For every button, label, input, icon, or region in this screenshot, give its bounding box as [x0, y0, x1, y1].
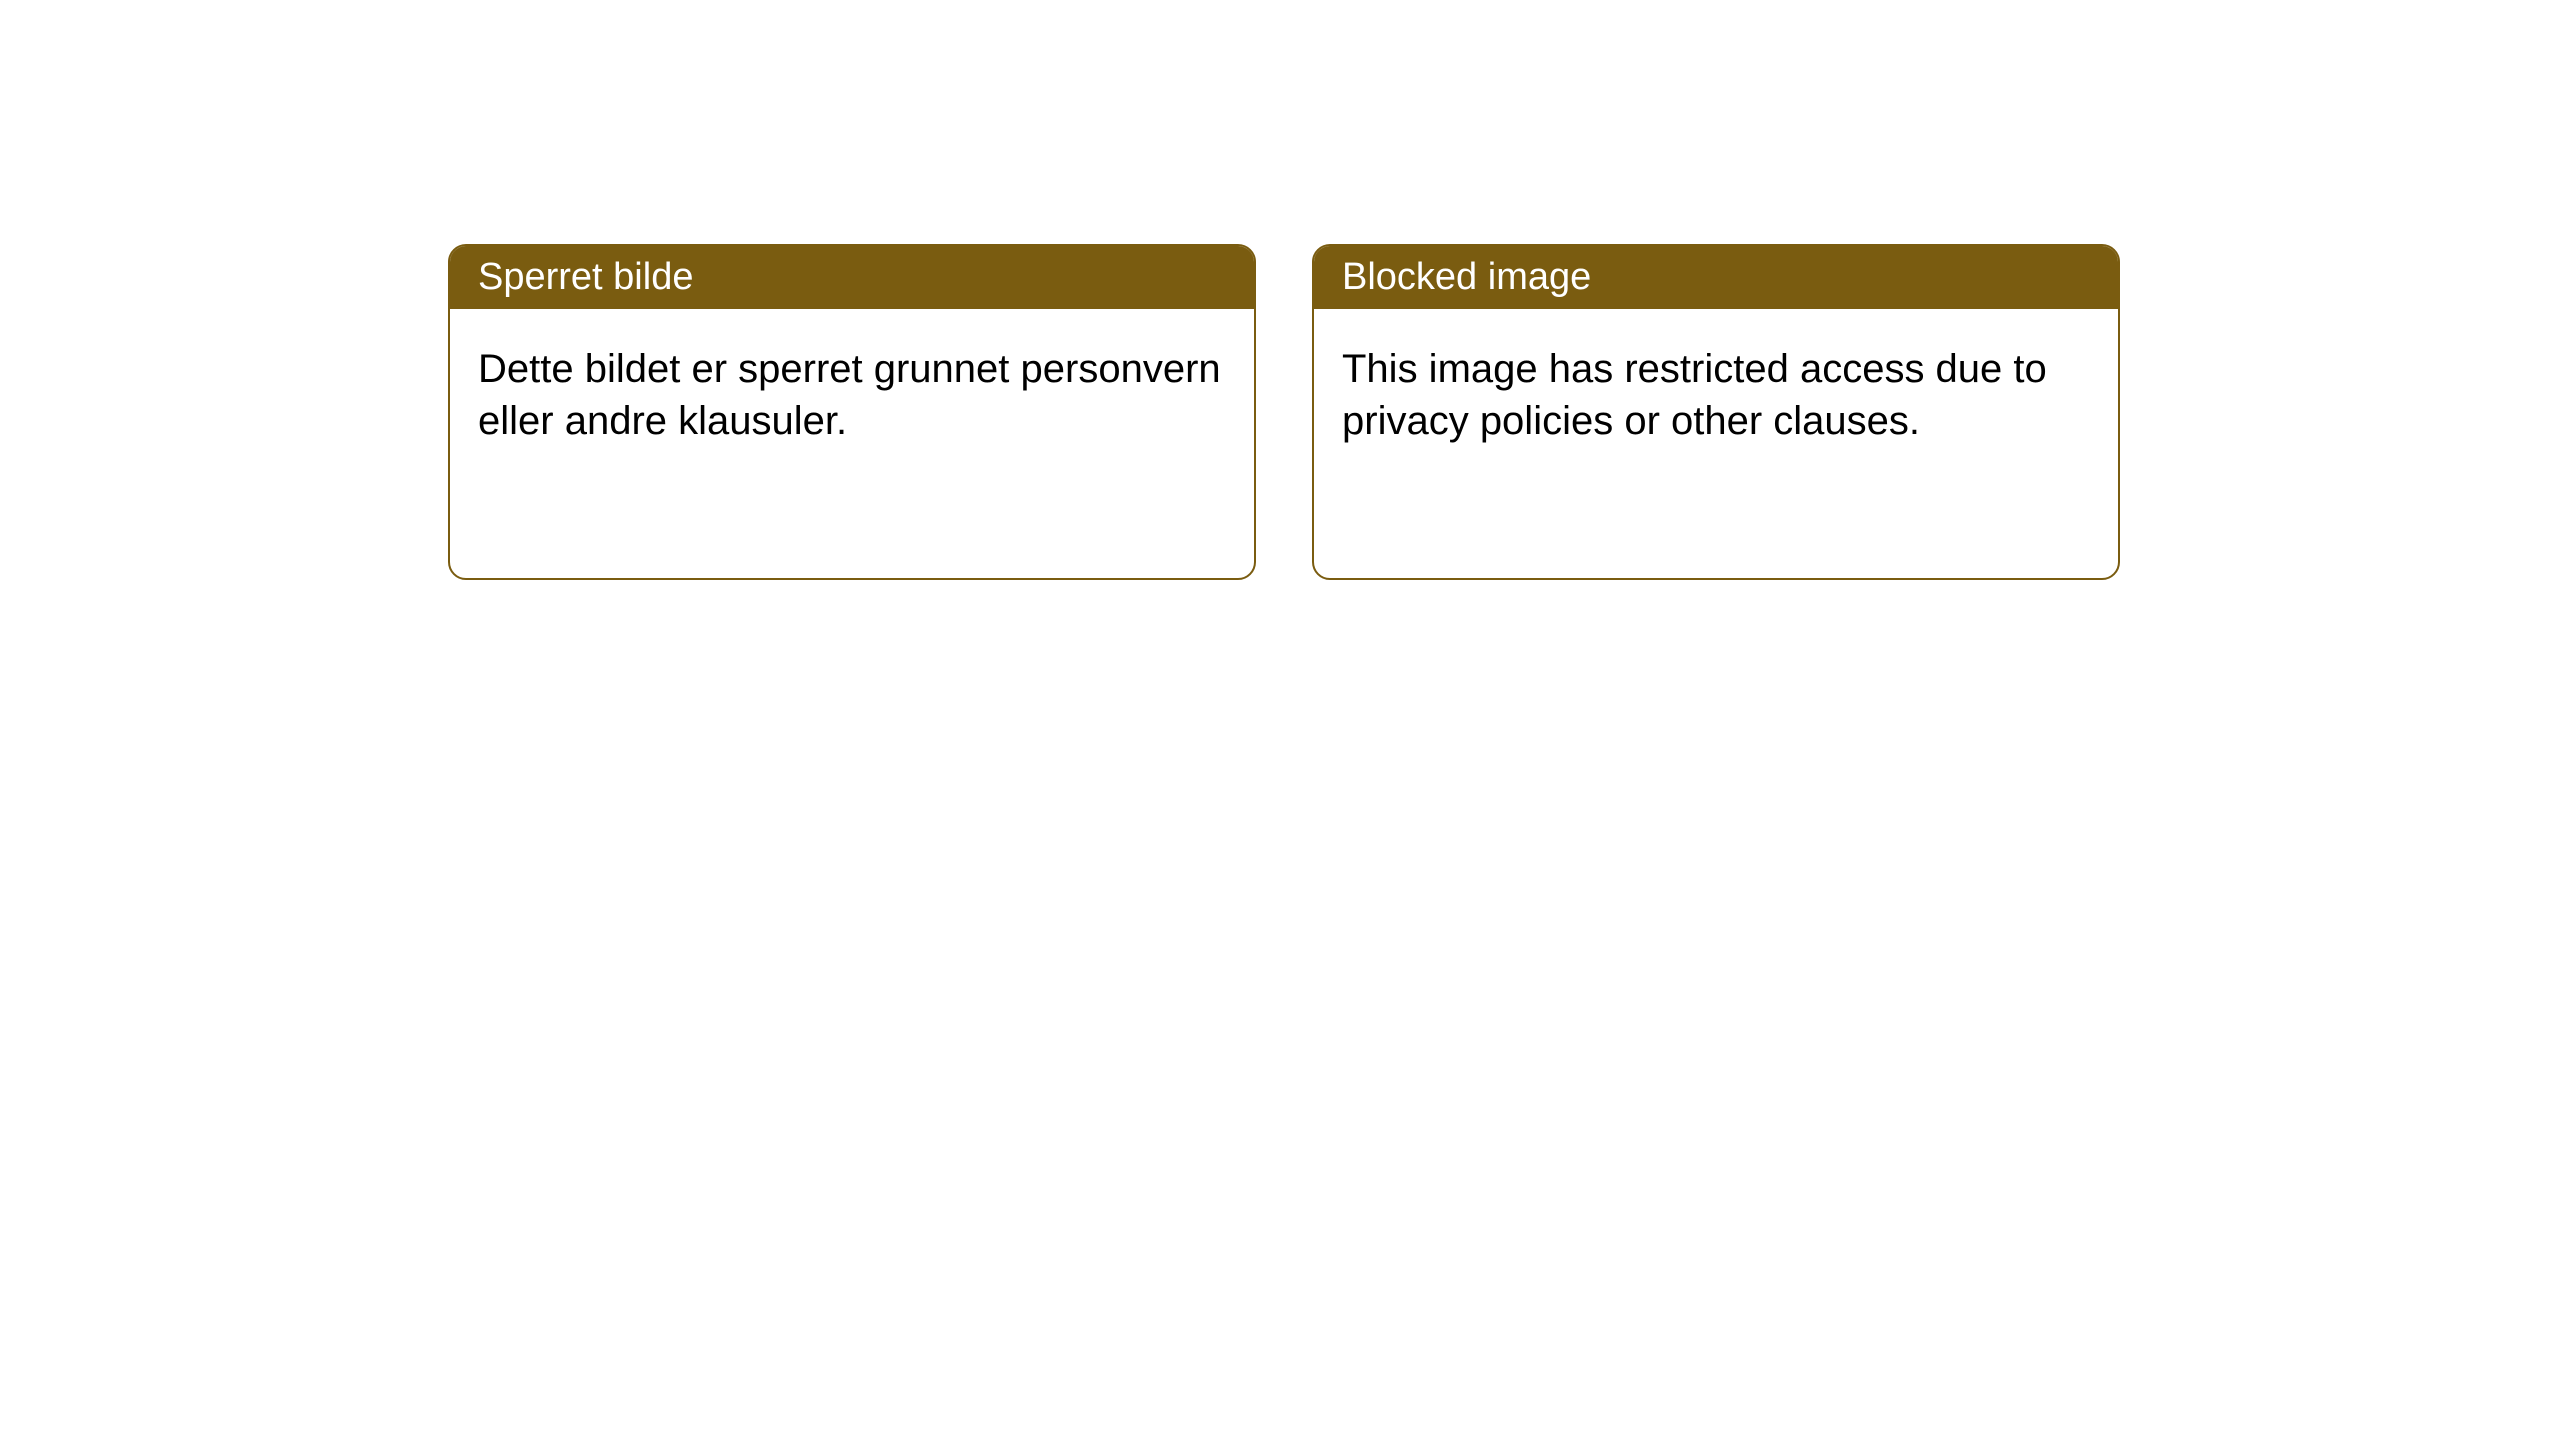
- notice-body-english: This image has restricted access due to …: [1314, 309, 2118, 481]
- notice-title-norwegian: Sperret bilde: [450, 246, 1254, 309]
- notice-container: Sperret bilde Dette bildet er sperret gr…: [448, 244, 2120, 580]
- notice-title-english: Blocked image: [1314, 246, 2118, 309]
- notice-card-norwegian: Sperret bilde Dette bildet er sperret gr…: [448, 244, 1256, 580]
- notice-body-norwegian: Dette bildet er sperret grunnet personve…: [450, 309, 1254, 481]
- notice-card-english: Blocked image This image has restricted …: [1312, 244, 2120, 580]
